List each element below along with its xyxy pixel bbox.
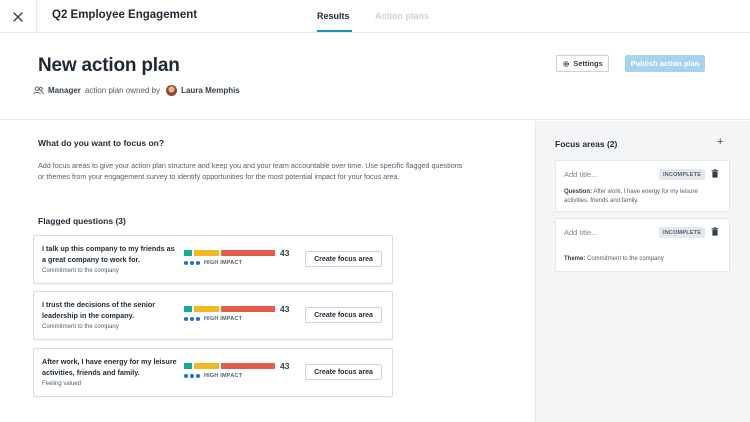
impact-dot — [190, 374, 194, 378]
impact-label: HIGH IMPACT — [184, 373, 242, 379]
unfavorable-segment — [221, 250, 275, 256]
users-icon — [33, 86, 44, 95]
plus-icon: + — [717, 136, 724, 148]
settings-button[interactable]: Settings — [556, 55, 609, 72]
plan-header: New action plan Manager action plan owne… — [0, 33, 750, 120]
favorable-segment — [184, 306, 192, 312]
impact-dot — [190, 261, 194, 265]
impact-distribution-bar — [184, 363, 275, 369]
status-badge: INCOMPLETE — [659, 227, 706, 238]
unfavorable-segment — [221, 363, 275, 369]
create-focus-area-button[interactable]: Create focus area — [305, 364, 382, 380]
page-title: New action plan — [38, 55, 180, 76]
tab-action-plans[interactable]: Action plans — [375, 11, 430, 21]
question-score: 43 — [280, 248, 290, 258]
impact-text: HIGH IMPACT — [204, 260, 243, 266]
question-theme: Commitment to the company — [42, 324, 119, 330]
flagged-question-card: After work, I have energy for my leisure… — [33, 348, 393, 397]
focus-area-title-input[interactable]: Add title... — [564, 228, 598, 237]
active-tab-indicator — [317, 30, 352, 32]
impact-label: HIGH IMPACT — [184, 260, 242, 266]
focus-areas-panel: Focus areas (2) + Add title... INCOMPLET… — [535, 121, 750, 422]
unfavorable-segment — [221, 306, 275, 312]
question-theme: Commitment to the company — [42, 268, 119, 274]
impact-text: HIGH IMPACT — [204, 373, 243, 379]
create-focus-area-button[interactable]: Create focus area — [305, 307, 382, 323]
impact-dot — [184, 261, 188, 265]
publish-button[interactable]: Publish action plan — [625, 55, 705, 72]
neutral-segment — [194, 363, 219, 369]
impact-label: HIGH IMPACT — [184, 316, 242, 322]
neutral-segment — [194, 250, 219, 256]
question-text: I trust the decisions of the senior lead… — [42, 300, 156, 320]
impact-dot — [196, 374, 200, 378]
impact-dot — [196, 261, 200, 265]
tab-results[interactable]: Results — [317, 11, 350, 21]
owner-name: Laura Memphis — [181, 86, 240, 95]
favorable-segment — [184, 363, 192, 369]
question-theme: Feeling valued — [42, 381, 82, 387]
create-focus-area-button[interactable]: Create focus area — [305, 251, 382, 267]
close-icon — [13, 11, 23, 22]
flagged-question-card: I talk up this company to my friends as … — [33, 235, 393, 284]
focus-area-card: Add title... INCOMPLETE Theme: Commitmen… — [555, 218, 730, 272]
favorable-segment — [184, 250, 192, 256]
question-text: I talk up this company to my friends as … — [42, 244, 175, 264]
avatar — [166, 85, 178, 96]
intro-text: Add focus areas to give your action plan… — [38, 161, 463, 181]
status-badge: INCOMPLETE — [659, 169, 706, 180]
impact-dot — [184, 374, 188, 378]
question-score: 43 — [280, 361, 290, 371]
close-button[interactable] — [0, 0, 37, 33]
survey-title: Q2 Employee Engagement — [52, 9, 198, 21]
focus-area-detail: Theme: Commitment to the company — [564, 255, 714, 264]
question-text: After work, I have energy for my leisure… — [42, 357, 177, 377]
focus-areas-title: Focus areas (2) — [555, 139, 618, 149]
impact-text: HIGH IMPACT — [204, 316, 243, 322]
gear-icon — [563, 60, 570, 67]
impact-dot — [190, 317, 194, 321]
impact-distribution-bar — [184, 250, 275, 256]
add-focus-area-button[interactable]: + — [717, 136, 723, 148]
detail-label: Theme: — [564, 256, 586, 262]
flagged-questions-heading: Flagged questions (3) — [38, 216, 126, 226]
detail-text: Commitment to the company — [587, 256, 664, 262]
owner-text: action plan owned by — [84, 86, 161, 95]
focus-area-detail: Question: After work, I have energy for … — [564, 188, 714, 205]
detail-text: After work, I have energy for my leisure… — [564, 189, 698, 204]
owner-role: Manager — [48, 86, 81, 95]
focus-area-card: Add title... INCOMPLETE Question: After … — [555, 160, 730, 212]
question-score: 43 — [280, 304, 290, 314]
trash-icon[interactable] — [711, 169, 719, 178]
detail-label: Question: — [564, 189, 592, 195]
impact-dot — [196, 317, 200, 321]
focus-question-heading: What do you want to focus on? — [38, 138, 165, 148]
impact-dot — [184, 317, 188, 321]
flagged-question-card: I trust the decisions of the senior lead… — [33, 291, 393, 340]
settings-label: Settings — [573, 59, 603, 68]
focus-area-title-input[interactable]: Add title... — [564, 170, 598, 179]
main-content: What do you want to focus on? Add focus … — [0, 121, 534, 422]
impact-distribution-bar — [184, 306, 275, 312]
owner-line: Manager action plan owned by Laura Memph… — [33, 85, 240, 96]
top-bar: Q2 Employee Engagement Results Action pl… — [0, 0, 750, 33]
neutral-segment — [194, 306, 219, 312]
trash-icon[interactable] — [711, 227, 719, 236]
